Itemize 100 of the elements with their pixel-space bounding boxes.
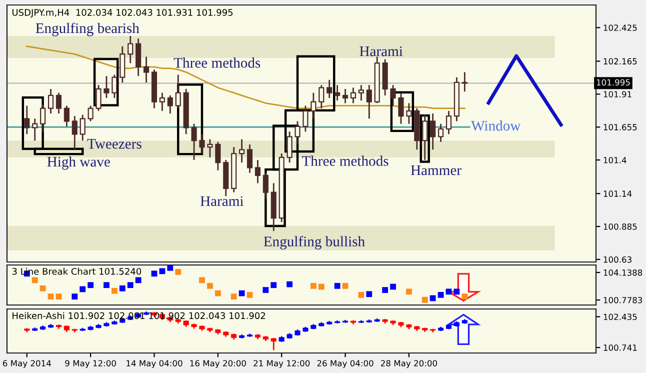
candlestick: [112, 74, 118, 99]
candlestick: [64, 105, 70, 128]
chart-title: USDJPY.m,H4 102.034 102.043 101.931 101.995: [12, 9, 233, 18]
point: [80, 286, 86, 292]
candlestick: [302, 105, 308, 132]
candlestick: [294, 120, 300, 146]
candlestick: [262, 172, 268, 200]
point: [334, 282, 340, 289]
x-tick-label: 16 May 20:00: [190, 360, 246, 368]
candlestick: [390, 84, 396, 106]
candlestick: [286, 130, 292, 164]
candlestick: [167, 94, 173, 114]
candlestick: [398, 92, 404, 125]
candlestick: [191, 123, 197, 161]
candlestick: [32, 118, 38, 142]
candlestick: [120, 46, 126, 84]
point: [310, 282, 316, 289]
chart-title: 3 Line Break Chart 101.5240: [12, 268, 142, 275]
candlestick: [270, 337, 276, 351]
point: [119, 285, 126, 292]
candlestick: [80, 114, 86, 142]
y-tick-label: 101.655: [604, 124, 637, 130]
candlestick: [40, 104, 46, 132]
candlestick: [96, 84, 102, 112]
point: [112, 288, 118, 294]
candlestick: [104, 75, 110, 99]
y-tick-label: 101.91: [604, 91, 632, 98]
point: [32, 277, 38, 284]
point: [462, 294, 468, 300]
point: [382, 287, 388, 293]
candlestick: [438, 123, 444, 143]
candlestick: [366, 84, 372, 120]
y-tick-label: 100.741: [604, 344, 637, 351]
point: [270, 282, 277, 288]
point: [40, 285, 46, 292]
y-tick-label: 100.7783: [604, 296, 642, 304]
candlestick: [48, 88, 54, 114]
point: [438, 292, 444, 298]
candlestick: [246, 144, 253, 174]
candlestick: [175, 74, 181, 110]
annotation: Harami: [200, 196, 244, 206]
candlestick: [239, 138, 245, 164]
candlestick: [199, 133, 205, 154]
y-tick-label: 101.4: [604, 156, 626, 164]
point: [88, 282, 94, 288]
point: [135, 277, 142, 284]
annotation: Harami: [360, 46, 403, 56]
point: [151, 270, 158, 277]
point: [446, 288, 452, 295]
point: [366, 291, 372, 298]
point: [358, 292, 364, 298]
point: [430, 295, 436, 302]
candlestick: [342, 88, 348, 104]
candlestick: [358, 84, 364, 102]
candlestick: [159, 92, 165, 112]
point: [454, 288, 460, 295]
y-tick-label: 102.425: [604, 24, 637, 31]
annotation: Engulfing bearish: [36, 22, 140, 36]
point: [48, 294, 54, 300]
point: [175, 269, 182, 275]
candlestick: [326, 79, 332, 99]
ref-line-label: 101.995: [596, 79, 630, 86]
x-tick-label: 21 May 12:00: [254, 360, 310, 368]
point: [342, 282, 348, 289]
candlestick: [88, 105, 94, 122]
point: [390, 284, 396, 290]
candlestick: [318, 84, 324, 110]
y-tick-label: 102.165: [604, 58, 637, 64]
point: [199, 277, 205, 284]
annotation: Three methods: [174, 57, 260, 68]
point: [214, 290, 221, 296]
point: [72, 294, 78, 300]
point: [104, 282, 110, 288]
candlestick: [207, 138, 213, 158]
y-tick-label: 101.14: [604, 190, 632, 197]
ref-line-label: Window: [471, 120, 521, 131]
point: [230, 294, 237, 300]
candlestick: [422, 114, 428, 161]
point: [318, 284, 324, 290]
annotation: Tweezers: [87, 139, 142, 149]
point: [262, 287, 269, 293]
x-tick-label: 9 May 12:00: [65, 360, 116, 368]
candlestick: [24, 105, 30, 135]
candlestick: [254, 159, 261, 184]
candlestick: [350, 86, 356, 104]
candlestick: [334, 84, 340, 102]
candlestick: [144, 56, 150, 84]
y-tick-label: 100.885: [604, 223, 637, 230]
point: [56, 294, 62, 300]
candlestick: [446, 110, 452, 135]
candlestick: [72, 115, 78, 150]
point: [127, 282, 134, 288]
annotation: Hammer: [410, 165, 462, 176]
point: [207, 282, 213, 289]
point: [159, 268, 166, 274]
annotation: Engulfing bullish: [264, 236, 365, 250]
annotation: High wave: [47, 156, 110, 170]
candlestick: [310, 92, 316, 120]
candlestick: [136, 38, 142, 77]
y-tick-label: 100.63: [604, 256, 632, 263]
